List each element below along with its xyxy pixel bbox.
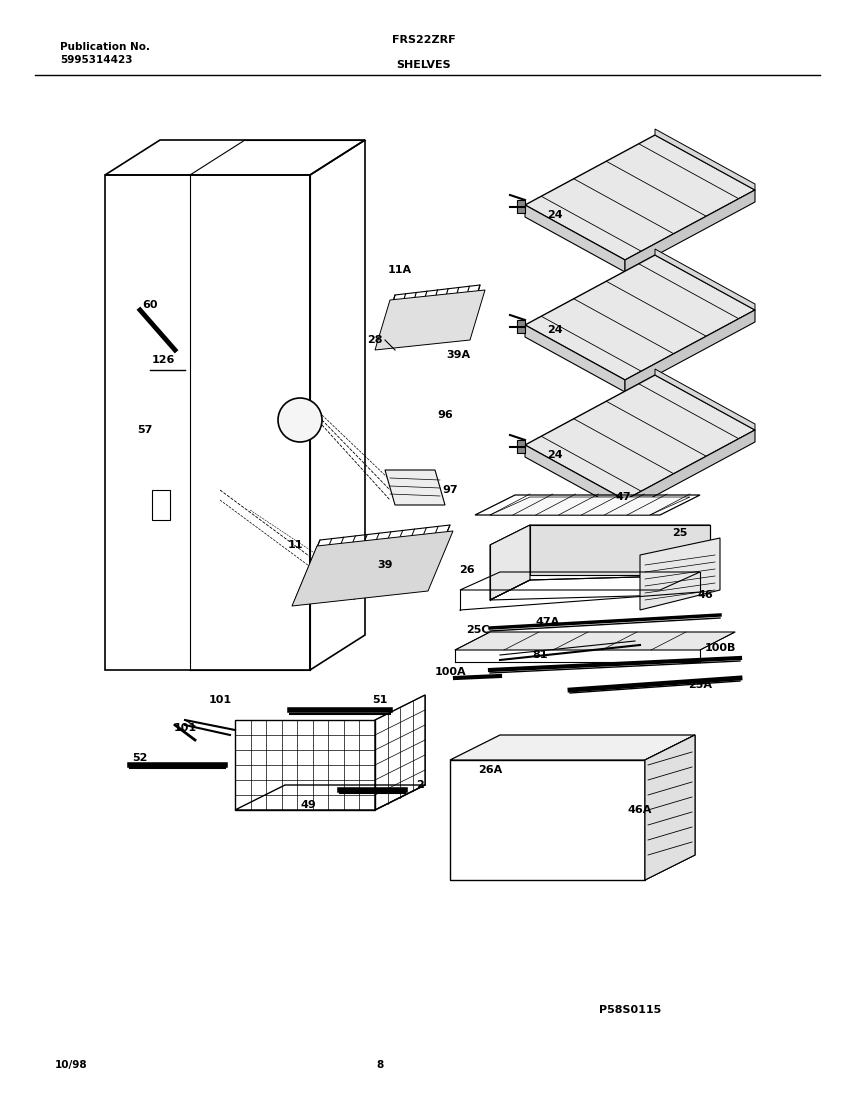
Polygon shape (517, 440, 525, 453)
Polygon shape (655, 129, 755, 190)
Text: 39A: 39A (446, 350, 470, 360)
Polygon shape (525, 446, 625, 512)
Text: 24: 24 (547, 450, 563, 460)
Text: FRS22ZRF: FRS22ZRF (392, 35, 456, 45)
Text: Publication No.: Publication No. (60, 42, 150, 52)
Polygon shape (645, 735, 695, 880)
Text: 57: 57 (137, 425, 153, 435)
Text: 49: 49 (300, 800, 315, 810)
Polygon shape (385, 470, 445, 505)
Text: 52: 52 (132, 754, 148, 763)
Polygon shape (375, 290, 485, 350)
Text: 96: 96 (437, 410, 453, 420)
Text: 2: 2 (416, 780, 424, 790)
Text: 28: 28 (367, 336, 382, 345)
Polygon shape (525, 205, 625, 272)
Polygon shape (455, 632, 735, 650)
Polygon shape (525, 375, 755, 500)
Polygon shape (517, 320, 525, 333)
Text: 26: 26 (459, 565, 475, 575)
Text: 51: 51 (372, 695, 388, 705)
Text: 101: 101 (174, 723, 197, 733)
Text: 24: 24 (547, 324, 563, 336)
Text: 97: 97 (442, 485, 458, 495)
Text: 11A: 11A (388, 265, 412, 275)
Polygon shape (450, 735, 695, 760)
Text: 126: 126 (151, 355, 175, 365)
Text: 47A: 47A (536, 617, 561, 627)
Polygon shape (490, 525, 530, 600)
Text: 39: 39 (377, 560, 393, 570)
Polygon shape (525, 255, 755, 380)
Text: P58S0115: P58S0115 (599, 1005, 661, 1015)
Text: 10/98: 10/98 (55, 1060, 87, 1070)
Text: 25A: 25A (688, 680, 712, 690)
Text: 81: 81 (533, 650, 548, 660)
Text: 47: 47 (615, 492, 631, 502)
Polygon shape (530, 525, 710, 575)
Text: 8: 8 (377, 1060, 383, 1070)
Polygon shape (625, 310, 755, 392)
Polygon shape (625, 190, 755, 272)
Polygon shape (525, 324, 625, 392)
Text: SHELVES: SHELVES (397, 60, 451, 70)
Polygon shape (655, 368, 755, 430)
Text: 25C: 25C (466, 625, 490, 635)
Polygon shape (655, 249, 755, 310)
Polygon shape (490, 497, 690, 515)
Polygon shape (625, 430, 755, 512)
Text: 46: 46 (697, 590, 713, 600)
Circle shape (278, 398, 322, 442)
Polygon shape (640, 538, 720, 610)
Text: 25: 25 (672, 528, 688, 538)
Text: 26A: 26A (478, 764, 502, 776)
Text: 101: 101 (209, 695, 232, 705)
Text: 100A: 100A (434, 667, 466, 676)
Text: 24: 24 (547, 210, 563, 220)
Text: 60: 60 (142, 300, 158, 310)
Polygon shape (292, 531, 453, 606)
Text: 5995314423: 5995314423 (60, 55, 132, 65)
Polygon shape (525, 135, 755, 260)
Polygon shape (517, 200, 525, 213)
Text: 100B: 100B (705, 644, 736, 653)
Text: 11: 11 (287, 540, 303, 550)
Polygon shape (490, 525, 710, 544)
Text: 46A: 46A (628, 805, 652, 815)
Polygon shape (645, 735, 695, 880)
